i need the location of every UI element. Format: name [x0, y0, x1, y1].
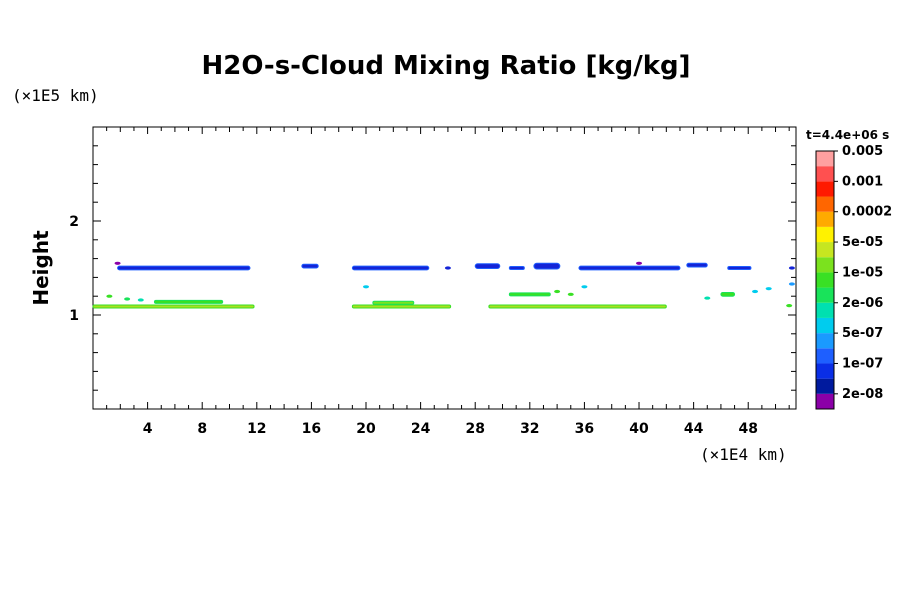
x-tick-label: 44 — [684, 421, 704, 437]
cloud-band-7 — [686, 262, 708, 268]
colorbar-swatch — [816, 272, 834, 288]
x-tick-label: 12 — [247, 421, 266, 437]
colorbar-swatch — [816, 226, 834, 243]
colorbar: 2e-08 1e-07 5e-07 2e-06 1e-05 5e-05 0.0002 0.00… — [815, 144, 892, 410]
colorbar-label: 0.005 — [842, 144, 883, 159]
y-axis-label: Height — [29, 230, 53, 306]
cloud-speck-12 — [114, 261, 121, 265]
cloud-band-11 — [488, 304, 667, 309]
cloud-band-6 — [578, 265, 681, 271]
cloud-speck-7 — [704, 296, 711, 300]
colorbar-frame — [815, 150, 835, 410]
x-tick-label: 16 — [302, 421, 321, 437]
cloud-speck-8 — [752, 289, 759, 294]
cloud-speck-0 — [106, 294, 113, 298]
x-tick-label: 20 — [356, 421, 376, 437]
x-tick-label: 36 — [575, 421, 594, 437]
cloud-band-10 — [351, 304, 452, 309]
colorbar-swatch — [816, 287, 834, 303]
colorbar-label: 0.001 — [842, 174, 883, 189]
cloud-band-15 — [720, 291, 736, 297]
cloud-speck-11 — [788, 282, 795, 286]
cloud-speck-10 — [786, 304, 793, 308]
cloud-speck-14 — [636, 261, 643, 265]
cloud-band-1 — [301, 263, 319, 269]
colorbar-swatch — [816, 378, 834, 394]
colorbar-swatch — [816, 302, 834, 318]
colorbar-label: 5e-05 — [842, 235, 883, 250]
colorbar-swatch — [816, 181, 834, 197]
cloud-band-14 — [508, 292, 551, 297]
cloud-band-13 — [372, 300, 415, 305]
colorbar-swatch — [816, 196, 834, 212]
y-tick-label: 1 — [69, 308, 79, 324]
cloud-band-12 — [153, 299, 224, 304]
cloud-band-5 — [533, 262, 561, 270]
colorbar-swatch — [816, 242, 834, 258]
colorbar-swatch — [816, 333, 834, 349]
cloud-speck-5 — [567, 292, 574, 296]
y-unit-label: (×1E5 km) — [12, 86, 99, 105]
x-tick-label: 40 — [629, 421, 649, 437]
y-tick-label: 2 — [69, 214, 79, 230]
colorbar-swatch — [816, 393, 834, 409]
cloud-band-0 — [117, 265, 251, 271]
cloud-speck-4 — [554, 289, 561, 294]
x-tick-label: 48 — [738, 421, 757, 437]
colorbar-swatch — [816, 151, 834, 167]
cloud-speck-13 — [444, 266, 451, 270]
cloud-band-2 — [351, 265, 430, 271]
cloud-band-9 — [92, 304, 255, 309]
x-tick-label: 24 — [411, 421, 431, 437]
cloud-speck-6 — [581, 285, 588, 289]
time-label: t=4.4e+06 s — [806, 128, 889, 142]
x-tick-label: 8 — [197, 421, 207, 437]
cloud-band-4 — [508, 266, 525, 270]
chart-title: H2O-s-Cloud Mixing Ratio [kg/kg] — [201, 51, 690, 81]
x-tick-label: 32 — [520, 421, 539, 437]
colorbar-swatch — [816, 348, 834, 364]
cloud-speck-3 — [363, 285, 370, 289]
colorbar-swatch — [816, 257, 834, 273]
cloud-features — [92, 261, 795, 309]
cloud-speck-1 — [124, 297, 131, 301]
colorbar-swatch — [816, 211, 834, 227]
colorbar-label: 5e-07 — [842, 326, 883, 341]
colorbar-swatch — [816, 166, 834, 182]
colorbar-swatch — [816, 317, 834, 334]
colorbar-label: 2e-06 — [842, 296, 883, 311]
colorbar-label: 1e-07 — [842, 356, 883, 371]
cloud-speck-15 — [788, 266, 795, 270]
cloud-speck-9 — [765, 287, 772, 291]
colorbar-swatch — [816, 363, 834, 379]
cloud-band-8 — [727, 266, 752, 270]
x-tick-label: 4 — [143, 421, 153, 437]
cloud-band-3 — [474, 263, 501, 269]
colorbar-label: 0.0002 — [842, 205, 892, 220]
colorbar-label: 1e-05 — [842, 265, 883, 280]
x-unit-label: (×1E4 km) — [700, 445, 787, 464]
colorbar-label: 2e-08 — [842, 387, 883, 402]
cloud-speck-2 — [137, 298, 144, 302]
x-tick-label: 28 — [465, 421, 484, 437]
